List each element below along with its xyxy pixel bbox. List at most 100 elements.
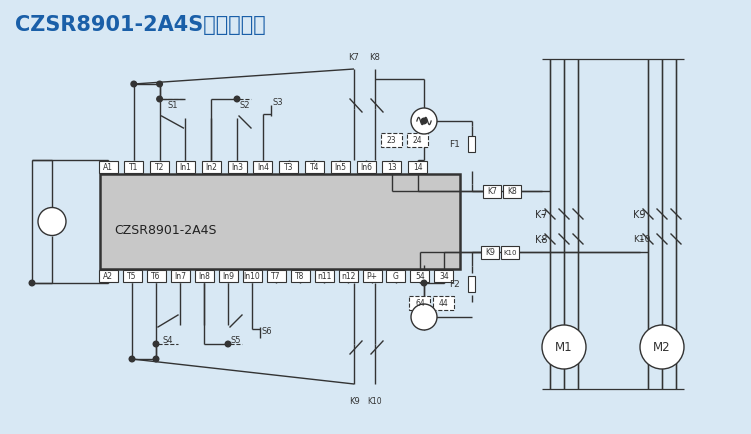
Bar bbox=[330, 161, 350, 174]
Circle shape bbox=[640, 325, 684, 369]
Text: S2: S2 bbox=[240, 101, 250, 110]
Bar bbox=[469, 137, 475, 153]
Text: K10: K10 bbox=[633, 235, 650, 244]
Text: M1: M1 bbox=[555, 341, 573, 354]
Bar bbox=[435, 270, 454, 283]
Bar bbox=[291, 270, 309, 283]
Bar bbox=[100, 174, 460, 270]
Text: G: G bbox=[393, 272, 399, 281]
Text: In7: In7 bbox=[174, 272, 186, 281]
Text: F1: F1 bbox=[449, 140, 460, 149]
Text: M2: M2 bbox=[653, 341, 671, 354]
Text: S1: S1 bbox=[167, 101, 178, 110]
Circle shape bbox=[234, 97, 240, 102]
Text: In5: In5 bbox=[334, 163, 346, 172]
Circle shape bbox=[411, 109, 437, 135]
Circle shape bbox=[542, 325, 586, 369]
Bar bbox=[122, 270, 141, 283]
Bar bbox=[176, 161, 195, 174]
Circle shape bbox=[129, 356, 134, 362]
Bar bbox=[363, 270, 382, 283]
Text: K9: K9 bbox=[348, 396, 360, 405]
Text: n12: n12 bbox=[341, 272, 355, 281]
Text: In10: In10 bbox=[243, 272, 261, 281]
Text: F2: F2 bbox=[449, 280, 460, 289]
Bar bbox=[146, 270, 165, 283]
Bar bbox=[387, 270, 406, 283]
Bar bbox=[408, 161, 427, 174]
Bar bbox=[170, 270, 189, 283]
Bar bbox=[267, 270, 285, 283]
Circle shape bbox=[153, 356, 158, 362]
Bar bbox=[305, 161, 324, 174]
Text: 54: 54 bbox=[415, 272, 425, 281]
Text: 13: 13 bbox=[387, 163, 397, 172]
Text: K10: K10 bbox=[503, 250, 517, 256]
Text: S3: S3 bbox=[273, 98, 283, 107]
Text: S6: S6 bbox=[262, 327, 273, 336]
Text: S4: S4 bbox=[163, 335, 173, 344]
Text: T5: T5 bbox=[127, 272, 137, 281]
Text: K10: K10 bbox=[368, 396, 382, 405]
Text: CZSR8901-2A4S: CZSR8901-2A4S bbox=[114, 224, 216, 237]
Text: K8: K8 bbox=[369, 53, 381, 62]
Text: n11: n11 bbox=[317, 272, 331, 281]
Circle shape bbox=[411, 304, 437, 330]
Bar bbox=[228, 161, 246, 174]
Text: T6: T6 bbox=[151, 272, 161, 281]
Circle shape bbox=[29, 280, 35, 286]
Circle shape bbox=[157, 82, 162, 88]
Circle shape bbox=[153, 342, 158, 347]
Text: In1: In1 bbox=[179, 163, 192, 172]
Bar bbox=[501, 246, 519, 259]
Text: A1: A1 bbox=[103, 163, 113, 172]
Bar bbox=[195, 270, 213, 283]
Circle shape bbox=[131, 82, 137, 88]
Text: In9: In9 bbox=[222, 272, 234, 281]
Text: P+: P+ bbox=[366, 272, 378, 281]
Bar bbox=[339, 270, 357, 283]
Text: K7: K7 bbox=[348, 53, 360, 62]
Text: K9: K9 bbox=[633, 210, 646, 220]
Bar bbox=[411, 270, 430, 283]
Bar bbox=[382, 161, 401, 174]
Text: In8: In8 bbox=[198, 272, 210, 281]
Text: 64: 64 bbox=[415, 299, 425, 308]
Bar bbox=[315, 270, 333, 283]
Text: T3: T3 bbox=[284, 163, 294, 172]
Text: In3: In3 bbox=[231, 163, 243, 172]
Text: 23: 23 bbox=[387, 136, 397, 145]
Bar bbox=[219, 270, 237, 283]
Circle shape bbox=[225, 342, 231, 347]
Text: T8: T8 bbox=[295, 272, 305, 281]
Text: T7: T7 bbox=[271, 272, 281, 281]
Bar bbox=[503, 185, 521, 198]
Bar bbox=[409, 296, 430, 310]
Bar bbox=[382, 134, 403, 148]
Circle shape bbox=[157, 97, 162, 102]
Text: In2: In2 bbox=[205, 163, 217, 172]
Bar bbox=[150, 161, 169, 174]
Bar bbox=[433, 296, 454, 310]
Circle shape bbox=[38, 208, 66, 236]
Text: K8: K8 bbox=[535, 234, 547, 244]
Bar bbox=[98, 161, 117, 174]
Text: K9: K9 bbox=[485, 248, 495, 257]
Bar bbox=[125, 161, 143, 174]
Text: T1: T1 bbox=[129, 163, 138, 172]
Text: T4: T4 bbox=[309, 163, 319, 172]
Text: K7: K7 bbox=[535, 210, 547, 220]
Text: 44: 44 bbox=[439, 299, 449, 308]
Bar bbox=[98, 270, 117, 283]
Bar bbox=[253, 161, 273, 174]
Bar bbox=[407, 134, 428, 148]
Text: In6: In6 bbox=[360, 163, 372, 172]
Text: K8: K8 bbox=[507, 187, 517, 196]
Text: CZSR8901-2A4S的接线示意: CZSR8901-2A4S的接线示意 bbox=[15, 15, 266, 35]
Text: K7: K7 bbox=[487, 187, 497, 196]
Bar bbox=[357, 161, 376, 174]
Bar bbox=[483, 185, 501, 198]
Text: 24: 24 bbox=[413, 136, 422, 145]
Bar bbox=[202, 161, 221, 174]
Text: 34: 34 bbox=[439, 272, 449, 281]
